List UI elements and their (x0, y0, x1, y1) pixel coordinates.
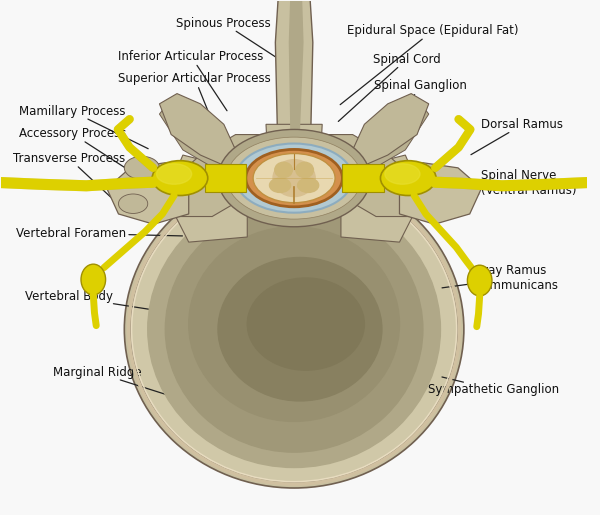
Text: Inferior Articular Process: Inferior Articular Process (118, 50, 264, 111)
Ellipse shape (253, 153, 335, 203)
Text: Sympathetic Ganglion: Sympathetic Ganglion (428, 377, 559, 396)
Polygon shape (342, 164, 383, 193)
Text: Marginal Ridge: Marginal Ridge (53, 366, 176, 398)
Text: Spinal Nerve
(Ventral Ramus): Spinal Nerve (Ventral Ramus) (472, 169, 577, 197)
Polygon shape (160, 99, 241, 170)
Ellipse shape (269, 178, 290, 193)
Ellipse shape (124, 157, 160, 179)
Text: Gray Ramus
Communicans: Gray Ramus Communicans (442, 264, 559, 291)
Ellipse shape (152, 161, 208, 196)
Ellipse shape (157, 164, 191, 184)
Text: Mamillary Process: Mamillary Process (19, 105, 148, 149)
Text: Accessory Process: Accessory Process (19, 127, 140, 177)
Ellipse shape (298, 178, 319, 193)
Text: Spinal Cord: Spinal Cord (338, 53, 441, 122)
Ellipse shape (118, 194, 148, 213)
Ellipse shape (247, 278, 364, 370)
Text: Transverse Process: Transverse Process (13, 152, 125, 200)
Polygon shape (205, 164, 246, 193)
Ellipse shape (236, 144, 353, 213)
Ellipse shape (130, 176, 458, 483)
Ellipse shape (275, 162, 292, 178)
Polygon shape (289, 0, 303, 145)
Ellipse shape (166, 207, 423, 452)
Ellipse shape (148, 191, 440, 468)
Text: Dorsal Ramus: Dorsal Ramus (471, 118, 563, 154)
Polygon shape (400, 163, 481, 224)
Ellipse shape (218, 258, 382, 401)
Ellipse shape (227, 137, 361, 219)
Polygon shape (275, 0, 313, 145)
Polygon shape (353, 94, 429, 165)
Ellipse shape (124, 170, 464, 488)
Polygon shape (341, 155, 423, 242)
Ellipse shape (246, 149, 343, 207)
Polygon shape (347, 99, 429, 170)
Polygon shape (166, 155, 247, 242)
Polygon shape (310, 134, 423, 216)
Text: Superior Articular Process: Superior Articular Process (118, 72, 271, 126)
Polygon shape (107, 163, 189, 224)
Ellipse shape (467, 265, 492, 296)
Ellipse shape (385, 164, 420, 184)
Ellipse shape (189, 227, 400, 421)
Ellipse shape (218, 129, 370, 227)
Text: Vertebral Body: Vertebral Body (25, 290, 202, 318)
Ellipse shape (380, 161, 436, 196)
Ellipse shape (81, 264, 106, 295)
Ellipse shape (273, 160, 315, 197)
Text: Spinous Process: Spinous Process (176, 17, 292, 67)
Text: Spinal Ganglion: Spinal Ganglion (370, 79, 467, 168)
Text: Epidural Space (Epidural Fat): Epidural Space (Epidural Fat) (340, 24, 518, 105)
Polygon shape (266, 124, 322, 160)
Text: Vertebral Foramen: Vertebral Foramen (16, 227, 182, 240)
Ellipse shape (296, 162, 313, 178)
Polygon shape (166, 134, 278, 216)
Polygon shape (160, 94, 236, 165)
